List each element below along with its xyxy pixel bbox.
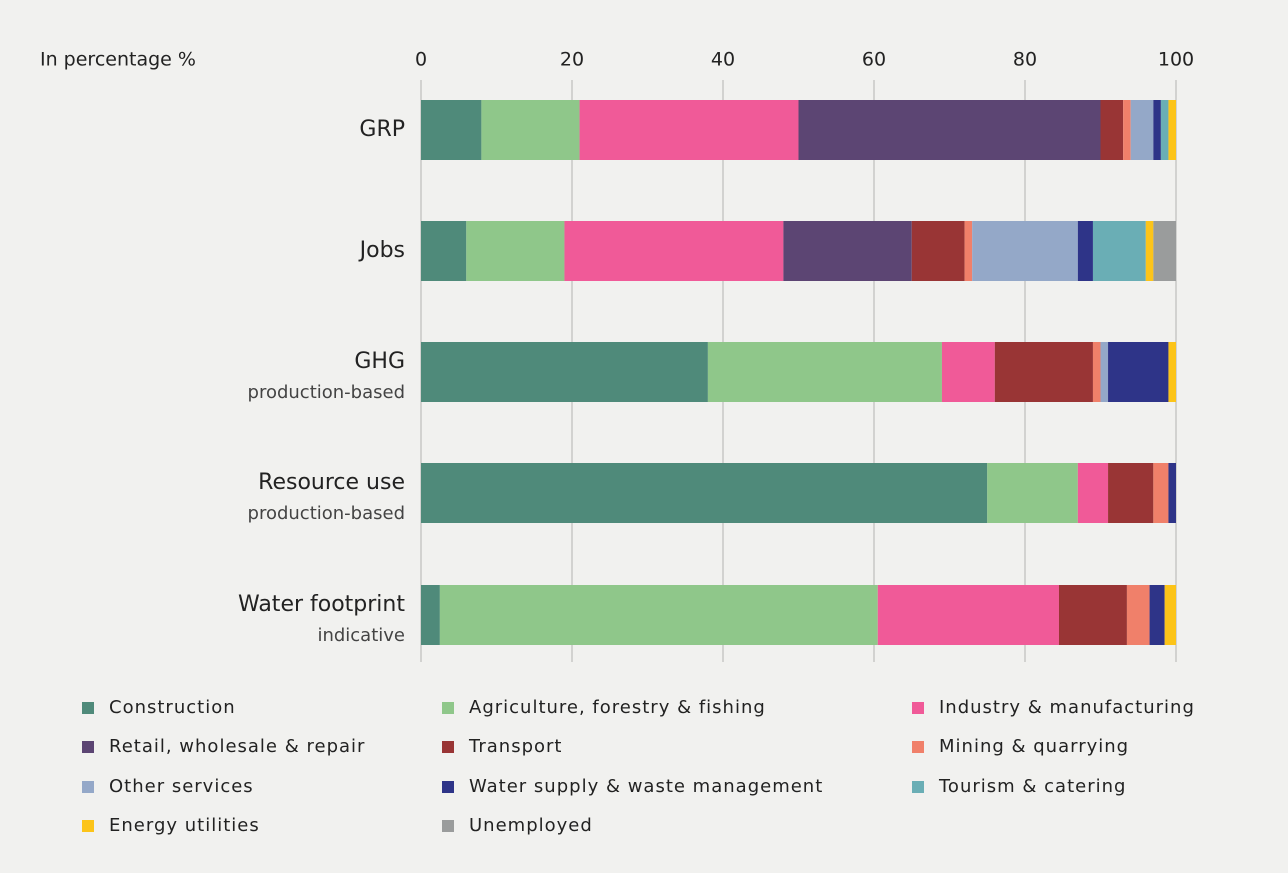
bar-segment: [783, 221, 912, 281]
legend-label: Energy utilities: [109, 815, 260, 836]
category-label: Jobs: [358, 238, 405, 263]
bar-segment: [972, 221, 1078, 281]
category-label: GRP: [359, 117, 405, 142]
legend-swatch: [442, 741, 454, 753]
x-tick-label: 0: [415, 49, 427, 71]
bar-segment: [1168, 100, 1176, 160]
x-tick-label: 40: [711, 49, 735, 71]
legend-label: Construction: [109, 697, 236, 718]
bar-segment: [1149, 585, 1165, 645]
legend-swatch: [442, 820, 454, 832]
legend-label: Other services: [109, 776, 254, 797]
bar-segment: [1160, 100, 1169, 160]
bar-segment: [439, 585, 878, 645]
bar-segment: [1100, 342, 1109, 402]
legend-swatch: [442, 702, 454, 714]
category-label: Water footprint: [238, 592, 405, 617]
axis-title: In percentage %: [40, 49, 196, 71]
bar-segment: [421, 342, 708, 402]
legend-label: Mining & quarrying: [939, 736, 1129, 757]
bar-segment: [798, 100, 1101, 160]
legend-label: Unemployed: [469, 815, 593, 836]
legend-label: Industry & manufacturing: [939, 697, 1195, 718]
category-label: Resource use: [258, 470, 405, 495]
x-tick-label: 60: [862, 49, 886, 71]
bar-segment: [1153, 221, 1176, 281]
legend-swatch: [82, 820, 94, 832]
bar-segment: [964, 221, 973, 281]
bar-segment: [1108, 342, 1169, 402]
legend-label: Retail, wholesale & repair: [109, 736, 365, 757]
legend-swatch: [82, 702, 94, 714]
bar-segment: [1100, 100, 1124, 160]
bar-segment: [421, 221, 467, 281]
x-tick-label: 20: [560, 49, 584, 71]
legend-swatch: [912, 741, 924, 753]
category-label: GHG: [354, 349, 405, 374]
bar-segment: [994, 342, 1093, 402]
bar-segment: [1130, 100, 1154, 160]
category-subtitle: indicative: [317, 625, 405, 646]
bar-segment: [1123, 100, 1131, 160]
bar-segment: [481, 100, 580, 160]
legend-swatch: [82, 741, 94, 753]
legend-swatch: [912, 781, 924, 793]
category-subtitle: production-based: [248, 503, 405, 524]
bar-segment: [1077, 221, 1093, 281]
bar-segment: [1092, 221, 1146, 281]
bar-segment: [1145, 221, 1154, 281]
bar-segment: [1153, 463, 1169, 523]
bar-segment: [1126, 585, 1150, 645]
bar-segment: [877, 585, 1059, 645]
bar-segment: [564, 221, 784, 281]
bar-segment: [987, 463, 1078, 523]
legend-swatch: [912, 702, 924, 714]
bar-segment: [1108, 463, 1154, 523]
bar-segment: [1168, 463, 1176, 523]
bar-segment: [1077, 463, 1109, 523]
legend-label: Water supply & waste management: [469, 776, 823, 797]
bar-segment: [707, 342, 942, 402]
bar-segment: [1168, 342, 1176, 402]
x-tick-label: 80: [1013, 49, 1037, 71]
legend-swatch: [82, 781, 94, 793]
bar-segment: [1058, 585, 1127, 645]
bar-segment: [421, 463, 988, 523]
legend-label: Transport: [468, 736, 562, 757]
bar-segment: [579, 100, 799, 160]
bar-segment: [1092, 342, 1101, 402]
legend-label: Agriculture, forestry & fishing: [469, 697, 766, 718]
bar-segment: [421, 585, 440, 645]
bar-segment: [466, 221, 565, 281]
x-tick-label: 100: [1158, 49, 1194, 71]
legend-label: Tourism & catering: [938, 776, 1126, 797]
bar-segment: [421, 100, 482, 160]
bar-segment: [941, 342, 995, 402]
category-subtitle: production-based: [248, 382, 405, 403]
legend-swatch: [442, 781, 454, 793]
bar-segment: [911, 221, 965, 281]
bar-segment: [1164, 585, 1176, 645]
bar-segment: [1153, 100, 1161, 160]
